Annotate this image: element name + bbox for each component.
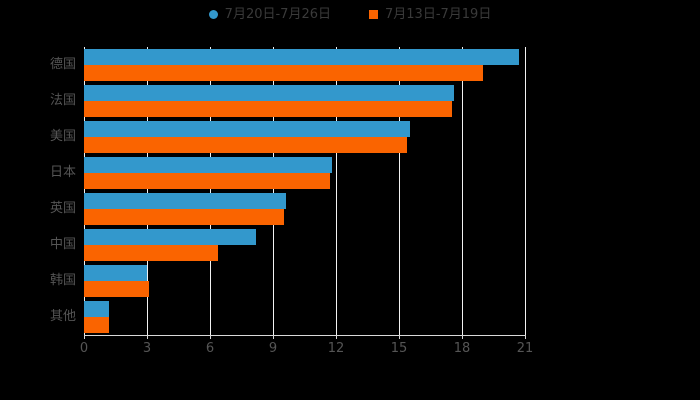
legend-circle-marker-blue-icon <box>208 10 218 19</box>
y-tick-label: 韩国 <box>49 273 76 288</box>
gridline-6 <box>210 47 211 335</box>
gridline-0 <box>84 47 85 335</box>
bar[interactable] <box>84 265 147 281</box>
y-tick-label: 英国 <box>49 201 76 216</box>
legend-item-series-b[interactable]: 7月13日-7月19日 <box>369 8 491 21</box>
x-axis-line <box>84 335 526 336</box>
y-tick-label: 日本 <box>49 165 76 180</box>
bar-group <box>84 299 525 335</box>
bar[interactable] <box>84 209 284 225</box>
bar[interactable] <box>84 137 408 153</box>
x-axis-value-labels: 0 3 6 9 12 15 18 21 <box>0 335 700 360</box>
x-tick-mark <box>147 335 148 339</box>
gridline-18 <box>462 47 463 335</box>
bar[interactable] <box>84 173 330 189</box>
x-tick-mark <box>336 335 337 339</box>
x-tick-label: 21 <box>516 341 534 356</box>
x-tick-label: 6 <box>205 341 215 356</box>
y-axis-category-labels: 德国法国美国日本英国中国韩国其他 <box>0 47 76 335</box>
bar[interactable] <box>84 49 519 65</box>
bar-group <box>84 47 525 83</box>
gridline-3 <box>147 47 148 335</box>
plot-area <box>84 47 526 335</box>
y-tick-label: 中国 <box>49 237 76 252</box>
bar[interactable] <box>84 281 150 297</box>
bar-series-container <box>84 47 525 335</box>
bar[interactable] <box>84 317 110 333</box>
x-tick-label: 0 <box>79 341 89 356</box>
bar[interactable] <box>84 85 454 101</box>
bar-group <box>84 227 525 263</box>
x-tick-mark <box>273 335 274 339</box>
y-tick-label: 其他 <box>49 309 76 324</box>
gridline-15 <box>399 47 400 335</box>
gridline-21 <box>525 47 526 335</box>
y-tick-label: 美国 <box>49 129 76 144</box>
bar[interactable] <box>84 301 110 317</box>
y-tick-label: 法国 <box>49 93 76 108</box>
bar[interactable] <box>84 157 332 173</box>
x-tick-label: 18 <box>453 341 471 356</box>
bar[interactable] <box>84 101 452 117</box>
bar[interactable] <box>84 121 410 137</box>
bar[interactable] <box>84 229 257 245</box>
x-tick-mark <box>462 335 463 339</box>
bar-group <box>84 155 525 191</box>
x-tick-label: 3 <box>142 341 152 356</box>
bar[interactable] <box>84 193 286 209</box>
bar[interactable] <box>84 245 219 261</box>
bar-group <box>84 263 525 299</box>
legend-square-marker-orange-icon <box>369 10 378 19</box>
y-tick-label: 德国 <box>49 57 76 72</box>
x-tick-mark <box>525 335 526 339</box>
x-tick-mark <box>210 335 211 339</box>
x-tick-mark <box>84 335 85 339</box>
bar-group <box>84 191 525 227</box>
gridline-12 <box>336 47 337 335</box>
bar[interactable] <box>84 65 483 81</box>
x-tick-label: 15 <box>390 341 408 356</box>
bar-group <box>84 83 525 119</box>
legend-item-series-a[interactable]: 7月20日-7月26日 <box>208 7 331 22</box>
legend-label-series-a: 7月20日-7月26日 <box>224 7 331 22</box>
bar-group <box>84 119 525 155</box>
legend-label-series-b: 7月13日-7月19日 <box>385 7 492 22</box>
gridline-9 <box>273 47 274 335</box>
chart-legend: 7月20日-7月26日 7月13日-7月19日 <box>0 8 700 21</box>
x-tick-mark <box>399 335 400 339</box>
x-tick-label: 12 <box>327 341 345 356</box>
x-tick-label: 9 <box>268 341 278 356</box>
